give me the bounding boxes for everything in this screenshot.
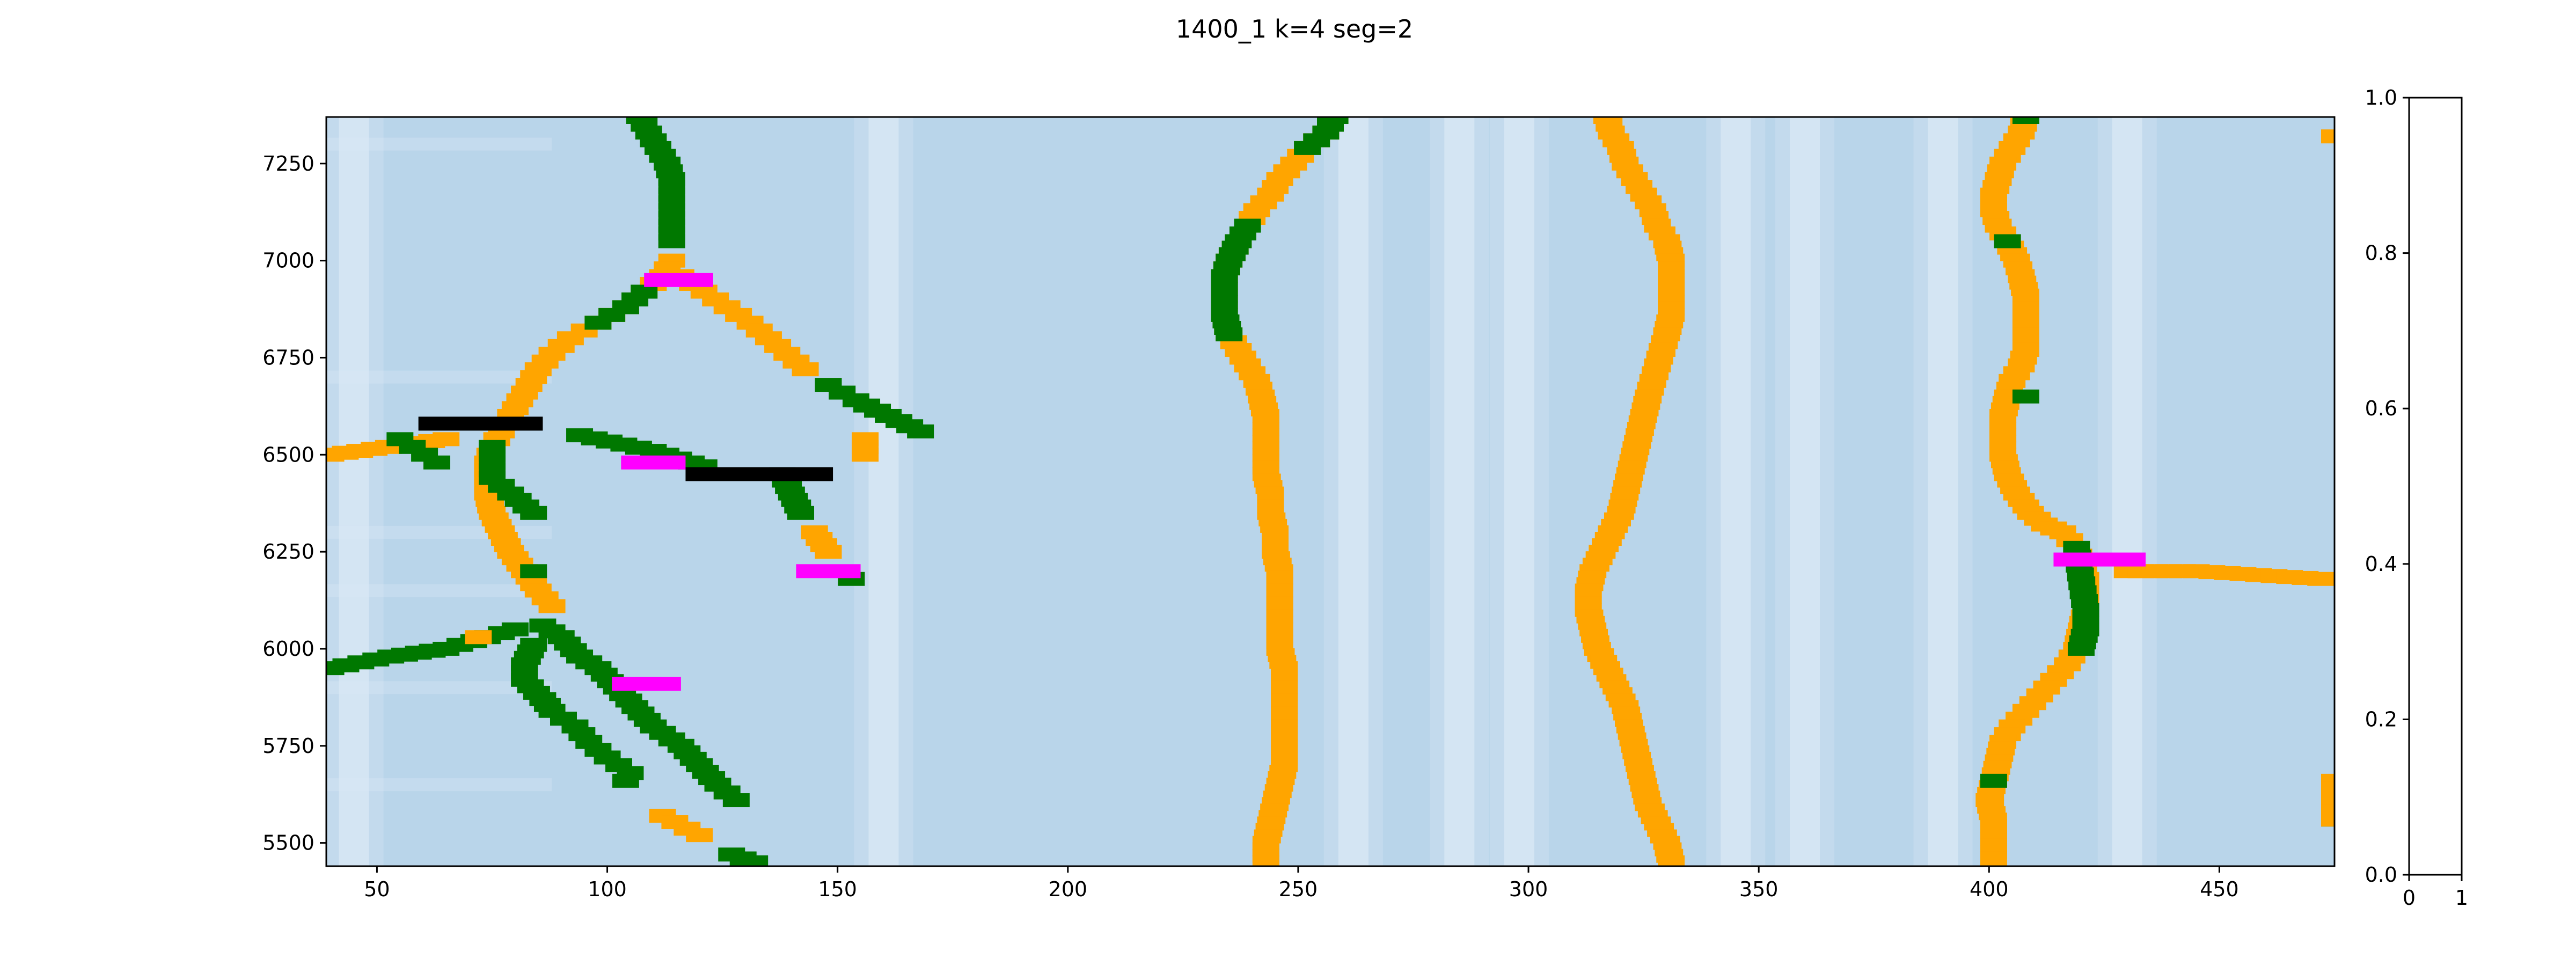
trace-marker-orange	[852, 448, 879, 462]
y-tick-label: 6750	[262, 346, 314, 369]
colorbar-y-tick-label: 1.0	[2365, 86, 2397, 109]
heatmap-light-band-halo	[1913, 117, 1973, 866]
colorbar-y-tick-label: 0.4	[2365, 552, 2397, 576]
heatmap-streak	[326, 584, 552, 597]
trace-marker-orange	[433, 432, 460, 447]
heatmap-streak	[326, 525, 552, 539]
trace-marker-orange	[815, 545, 842, 559]
trace-marker-green	[658, 234, 685, 248]
x-tick-label: 350	[1739, 877, 1779, 901]
trace-marker-green	[2012, 389, 2039, 404]
trace-marker-green	[423, 455, 450, 470]
heatmap-streak	[326, 778, 552, 792]
chart-title: 1400_1 k=4 seg=2	[1176, 14, 1413, 43]
colorbar-y-tick-label: 0.0	[2365, 863, 2397, 887]
trace-marker-green	[1216, 327, 1243, 342]
heatmap-light-band-halo	[1775, 117, 1835, 866]
trace-marker-green	[612, 773, 639, 788]
x-tick-label: 150	[818, 877, 857, 901]
heatmap-light-band	[1721, 117, 1751, 866]
trace-marker-green	[1980, 773, 2007, 788]
heatmap-light-band-halo	[854, 117, 913, 866]
trace-marker-green	[2012, 117, 2039, 124]
heatmap-light-band	[1338, 117, 1368, 866]
y-tick-label: 6000	[262, 637, 314, 661]
trace-marker-green	[520, 506, 547, 520]
heatmap-light-band-halo	[2097, 117, 2157, 866]
y-tick-label: 7000	[262, 249, 314, 273]
trace-marker-orange	[792, 362, 819, 377]
trace-marker-orange	[2321, 129, 2334, 144]
heatmap-light-band	[339, 117, 369, 866]
x-tick-label: 450	[2200, 877, 2239, 901]
segment-magenta	[644, 273, 713, 287]
heatmap-light-band	[1444, 117, 1475, 866]
trace-marker-orange	[465, 630, 492, 645]
x-axis-ticks: 50 100 150 200 250 300 350 400 450	[364, 866, 2239, 901]
colorbar-y-tick-label: 0.8	[2365, 241, 2397, 265]
trace-marker-orange	[1252, 855, 1279, 866]
heatmap-light-band-halo	[1430, 117, 1489, 866]
trace-marker-orange	[1658, 855, 1685, 866]
trace-marker-green	[722, 793, 750, 808]
heatmap-light-band-halo	[326, 117, 384, 866]
colorbar-x-tick-label: 0	[2403, 886, 2416, 910]
trace-marker-green	[2067, 641, 2095, 656]
trace-marker-green	[1994, 234, 2021, 248]
trace-marker-green	[787, 506, 815, 520]
colorbar-y-ticks: 0.0 0.2 0.4 0.6 0.8 1.0	[2365, 86, 2409, 887]
trace-marker-green	[907, 424, 934, 438]
colorbar-y-tick-label: 0.2	[2365, 707, 2397, 731]
segment-markers	[418, 273, 2146, 691]
x-tick-label: 50	[364, 877, 390, 901]
y-tick-label: 5750	[262, 734, 314, 758]
heatmap-light-band	[868, 117, 899, 866]
trace-marker-green	[520, 564, 547, 579]
heatmap-light-band	[1790, 117, 1820, 866]
colorbar-x-tick-label: 1	[2455, 886, 2468, 910]
trace-marker-green	[501, 622, 529, 636]
heatmap-background	[326, 117, 2334, 866]
heatmap-streak	[326, 137, 552, 151]
trace-marker-orange	[1980, 851, 2007, 866]
y-tick-label: 6250	[262, 540, 314, 564]
heatmap-light-band	[1928, 117, 1958, 866]
y-tick-label: 5500	[262, 831, 314, 855]
heatmap-light-band	[1504, 117, 1534, 866]
heatmap-light-band-halo	[1323, 117, 1383, 866]
heatmap-streak	[326, 370, 552, 384]
segment-magenta	[612, 677, 681, 691]
trace-marker-orange	[2321, 813, 2334, 827]
trace-marker-green	[584, 316, 612, 330]
trace-marker-green	[741, 855, 769, 866]
main-heatmap-axes: 50 100 150 200 250 300 350 400 450 5500 5750 6000 6…	[262, 116, 2336, 901]
segment-magenta	[796, 564, 861, 579]
trace-markers	[326, 117, 2334, 866]
x-tick-label: 300	[1509, 877, 1548, 901]
trace-marker-orange	[538, 599, 566, 613]
y-axis-ticks: 5500 5750 6000 6250 6500 6750 7000 7250	[262, 152, 326, 855]
segment-black	[418, 416, 543, 431]
heatmap-light-band	[2112, 117, 2142, 866]
colorbar-y-tick-label: 0.6	[2365, 397, 2397, 420]
segment-black	[685, 467, 833, 481]
y-tick-label: 6500	[262, 443, 314, 466]
y-tick-label: 7250	[262, 152, 314, 175]
segment-magenta	[2053, 552, 2146, 567]
x-tick-label: 250	[1279, 877, 1318, 901]
trace-marker-orange	[686, 828, 713, 843]
colorbar-frame	[2408, 97, 2463, 876]
segment-magenta	[621, 455, 686, 470]
main-plot-frame	[325, 116, 2336, 867]
x-tick-label: 100	[588, 877, 627, 901]
trace-marker-green	[1294, 141, 1321, 155]
x-tick-label: 200	[1049, 877, 1088, 901]
x-tick-label: 400	[1970, 877, 2009, 901]
trace-marker-orange	[2307, 572, 2334, 586]
heatmap-light-band-halo	[1489, 117, 1549, 866]
heatmap-light-band-halo	[1706, 117, 1766, 866]
